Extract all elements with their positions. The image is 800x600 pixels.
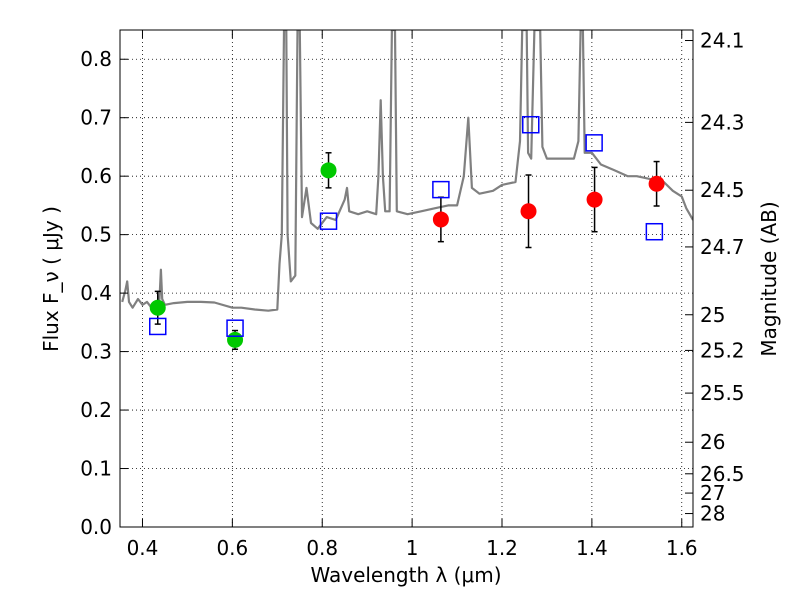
blue-model-square xyxy=(319,212,338,230)
blue-model-square xyxy=(645,222,664,241)
y-tick-label: 0.7 xyxy=(80,106,112,130)
blue-model-square xyxy=(149,317,167,336)
y-tick-label: 0.0 xyxy=(80,515,112,539)
x-tick-label: 1.4 xyxy=(576,536,608,560)
right-tick-label: 27 xyxy=(700,481,725,505)
right-tick-label: 25.5 xyxy=(700,381,745,405)
right-tick-label: 24.1 xyxy=(700,29,745,53)
x-axis-label: Wavelength λ (μm) xyxy=(310,563,501,587)
y-axis-label: Flux F_ν ( μJy ) xyxy=(39,206,63,352)
green-data-point xyxy=(227,331,244,348)
blue-model-square xyxy=(585,134,603,152)
x-tick-label: 1.2 xyxy=(486,536,518,560)
grid xyxy=(120,30,693,528)
red-data-point xyxy=(520,203,537,220)
red-data-point xyxy=(586,191,603,208)
right-tick-label: 25.2 xyxy=(700,338,745,362)
right-tick-label: 26 xyxy=(700,430,725,454)
spectrum-line xyxy=(121,30,693,312)
plot-frame xyxy=(119,29,694,528)
right-axis-label: Magnitude (AB) xyxy=(757,201,781,356)
blue-model-square xyxy=(432,180,450,199)
x-tick-label: 0.4 xyxy=(127,536,159,560)
y-tick-label: 0.3 xyxy=(80,340,112,364)
right-tick-label: 24.7 xyxy=(700,235,745,259)
right-tick-label: 24.5 xyxy=(700,178,745,202)
y-tick-label: 0.6 xyxy=(80,164,112,188)
markers-layer xyxy=(149,115,665,350)
x-tick-label: 0.8 xyxy=(306,536,338,560)
x-tick-label: 1 xyxy=(406,536,419,560)
y-tick-label: 0.8 xyxy=(80,47,112,71)
y-tick-label: 0.2 xyxy=(80,398,112,422)
x-tick-label: 1.6 xyxy=(666,536,698,560)
green-data-point xyxy=(320,162,337,179)
right-tick-label: 28 xyxy=(700,502,725,526)
ticks-layer: 0.4 0.6 0.8 1 1.2 1.4 1.6 0.0 0.1 0.2 0.3 0.4 0.5 0.6… xyxy=(80,29,744,560)
blue-model-square xyxy=(226,319,244,337)
y-tick-label: 0.4 xyxy=(80,281,112,305)
y-tick-label: 0.1 xyxy=(80,457,112,481)
red-data-point xyxy=(432,211,449,228)
right-tick-label: 25 xyxy=(700,303,725,327)
green-data-point xyxy=(149,299,166,316)
plot-area xyxy=(120,30,693,527)
red-data-point xyxy=(648,175,665,192)
right-tick-label: 26.5 xyxy=(700,462,745,486)
spectrum-layer xyxy=(121,30,693,312)
x-tick-label: 0.6 xyxy=(216,536,248,560)
y-tick-label: 0.5 xyxy=(80,223,112,247)
right-tick-label: 24.3 xyxy=(700,110,745,134)
blue-model-square xyxy=(522,115,540,134)
